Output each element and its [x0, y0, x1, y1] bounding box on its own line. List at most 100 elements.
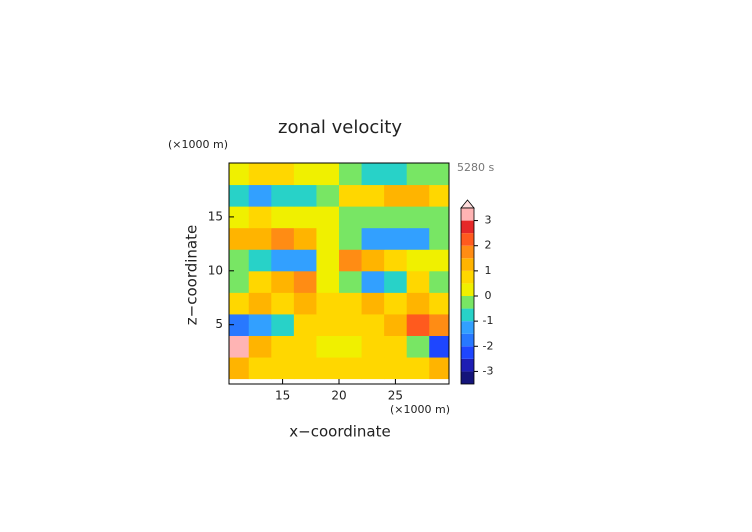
field-cell: [316, 184, 340, 207]
colorbar-tick-label: -2: [483, 339, 494, 352]
x-tick-label: 20: [331, 389, 346, 403]
field-cell: [229, 227, 250, 250]
field-cell: [316, 357, 340, 380]
field-cell: [429, 313, 449, 336]
field-cell: [271, 292, 295, 315]
colorbar-band: [461, 245, 474, 259]
field-cell: [293, 163, 317, 186]
colorbar-band: [461, 258, 474, 271]
field-cell: [248, 249, 272, 272]
field-cell: [293, 335, 317, 358]
colorbar-band: [461, 270, 474, 284]
field-cell: [361, 292, 385, 315]
field-cell: [248, 292, 272, 315]
field-cell: [248, 206, 272, 229]
field-cell: [293, 184, 317, 207]
field-cell: [316, 227, 340, 250]
colorbar-band: [461, 308, 474, 322]
field-cell: [229, 206, 250, 229]
field-cell: [339, 292, 363, 315]
colorbar-tick-label: 3: [485, 214, 492, 227]
field-cell: [229, 184, 250, 207]
field-cell: [339, 227, 363, 250]
field-cell: [271, 227, 295, 250]
field-cell: [339, 184, 363, 207]
colorbar-tick-label: -3: [483, 364, 494, 377]
x-unit: (×1000 m): [390, 403, 450, 416]
field-cell: [361, 206, 385, 229]
field-cell: [429, 227, 449, 250]
field-cell: [384, 163, 408, 186]
x-tick-label: 25: [388, 389, 403, 403]
field-cell: [406, 335, 430, 358]
field-cell: [316, 206, 340, 229]
field-cell: [339, 313, 363, 336]
field-cell: [406, 249, 430, 272]
colorbar-band: [461, 233, 474, 246]
y-axis-label: z−coordinate: [183, 225, 201, 325]
field-cell: [406, 313, 430, 336]
field-cell: [339, 163, 363, 186]
x-axis-label: x−coordinate: [289, 423, 390, 441]
field-cell: [339, 357, 363, 380]
field-cell: [248, 313, 272, 336]
field-cell: [229, 335, 250, 358]
field-cell: [361, 357, 385, 380]
field-cell: [271, 184, 295, 207]
field-cell: [384, 184, 408, 207]
y-unit: (×1000 m): [168, 138, 228, 151]
colorbar-extension: [460, 199, 475, 209]
field-cell: [361, 335, 385, 358]
field-cell: [406, 227, 430, 250]
field-cell: [229, 292, 250, 315]
field-cell: [293, 313, 317, 336]
field-cell: [429, 249, 449, 272]
field-cell: [316, 270, 340, 293]
field-cell: [316, 292, 340, 315]
field-cell: [316, 335, 340, 358]
field: [229, 163, 449, 380]
field-cell: [429, 292, 449, 315]
field-cell: [271, 313, 295, 336]
field-cell: [429, 163, 449, 186]
field-cell: [229, 163, 250, 186]
field-cell: [271, 357, 295, 380]
field-cell: [384, 270, 408, 293]
field-cell: [293, 249, 317, 272]
field-cell: [339, 249, 363, 272]
field-cell: [316, 313, 340, 336]
field-cell: [429, 184, 449, 207]
field-cell: [429, 206, 449, 229]
field-cell: [361, 184, 385, 207]
field-cell: [271, 163, 295, 186]
colorbar-band: [461, 296, 474, 309]
field-cell: [248, 227, 272, 250]
field-cell: [293, 292, 317, 315]
colorbar-band: [461, 208, 474, 221]
colorbar-band: [461, 333, 474, 347]
field-cell: [384, 249, 408, 272]
x-tick-label: 15: [275, 389, 290, 403]
colorbar-band: [461, 283, 474, 296]
field-cell: [293, 206, 317, 229]
field-cell: [384, 357, 408, 380]
field-cell: [271, 270, 295, 293]
field-cell: [229, 313, 250, 336]
y-tick-label: 5: [215, 317, 223, 331]
field-cell: [229, 357, 250, 380]
colorbar-band: [461, 346, 474, 359]
colorbar-tick-label: 2: [485, 239, 492, 252]
field-cell: [384, 313, 408, 336]
field-cell: [316, 163, 340, 186]
field-cell: [384, 206, 408, 229]
field-cell: [248, 335, 272, 358]
field-cell: [229, 270, 250, 293]
field-cell: [293, 270, 317, 293]
field-cell: [361, 249, 385, 272]
field-cell: [271, 206, 295, 229]
field-cell: [406, 184, 430, 207]
field-cell: [406, 292, 430, 315]
field-cell: [406, 357, 430, 380]
field-cell: [406, 270, 430, 293]
